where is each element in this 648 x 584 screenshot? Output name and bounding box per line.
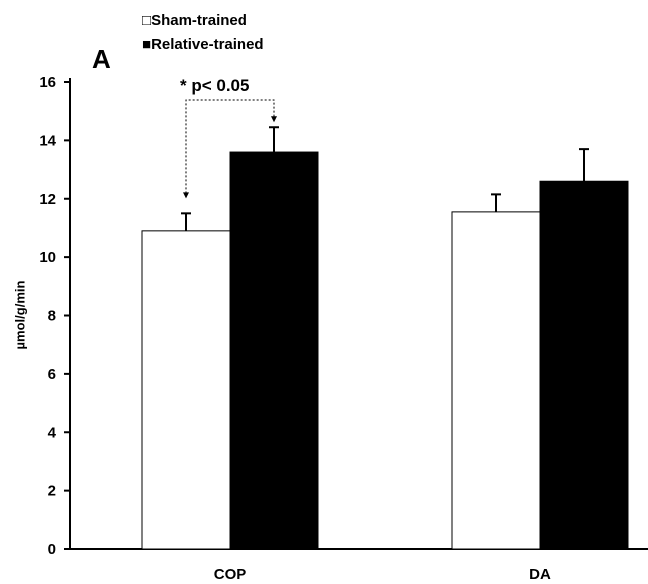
y-tick-label: 0 (48, 541, 56, 558)
legend-item-sham: □ Sham-trained (142, 12, 247, 29)
y-tick-label: 8 (48, 308, 56, 325)
y-tick-label: 10 (39, 249, 56, 266)
significance-bracket (185, 99, 275, 198)
panel-label: A (92, 44, 111, 74)
legend-relative-label: Relative-trained (151, 36, 264, 53)
legend-sham-symbol: □ (142, 12, 152, 29)
x-tick-label: DA (529, 566, 551, 583)
legend-relative-symbol: ■ (142, 36, 152, 53)
legend-sham-label: Sham-trained (151, 12, 247, 29)
bar-da-1 (539, 180, 629, 550)
arrowhead (271, 116, 277, 123)
y-tick-label: 4 (48, 424, 57, 441)
bar-cop-0 (141, 230, 231, 550)
y-tick-label: 12 (39, 191, 56, 208)
legend-item-relative: ■ Relative-trained (142, 36, 264, 53)
y-tick-label: 6 (48, 366, 56, 383)
y-tick-label: 14 (39, 132, 56, 149)
bar-cop-1 (229, 151, 319, 550)
y-tick-label: 16 (39, 74, 56, 91)
significance-annotation: * p< 0.05 (180, 76, 250, 95)
y-tick-label: 2 (48, 483, 56, 500)
x-tick-label: COP (214, 566, 247, 583)
bar-da-0 (451, 211, 541, 550)
arrowhead (183, 192, 189, 199)
